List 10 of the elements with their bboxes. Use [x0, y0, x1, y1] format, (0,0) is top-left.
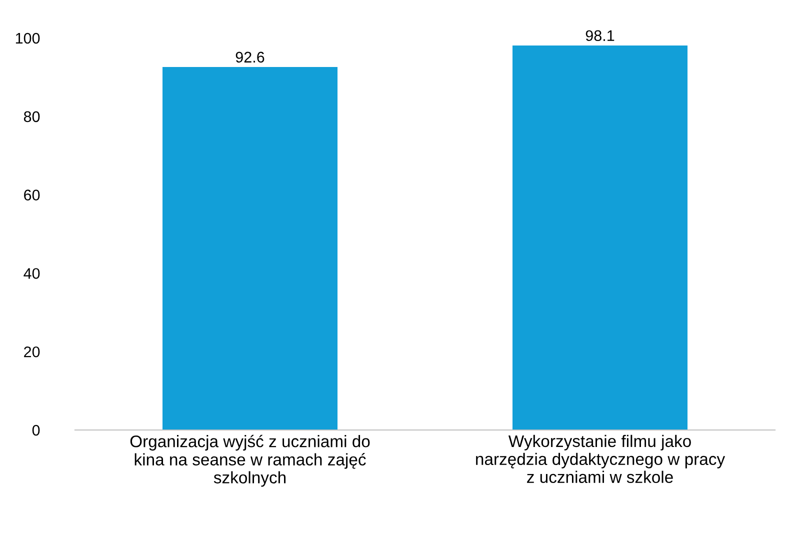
y-tick-label: 80	[24, 111, 40, 122]
y-tick-label: 0	[32, 424, 40, 436]
y-tick-label: 100	[16, 32, 40, 44]
data-label: 92.6	[236, 52, 264, 63]
x-tick-label: Wykorzystanie filmu jako narzędzia dydaktycznego w pracy z uczniami w szkole	[476, 434, 726, 484]
data-label: 98.1	[586, 30, 614, 42]
y-tick-label: 40	[24, 268, 40, 279]
y-tick-label: 60	[24, 190, 40, 200]
x-tick-label: Organizacja wyjść z uczniami do kina na seanse w ramach zajęć szkolnych	[130, 434, 370, 487]
y-tick-label: 20	[24, 346, 40, 358]
